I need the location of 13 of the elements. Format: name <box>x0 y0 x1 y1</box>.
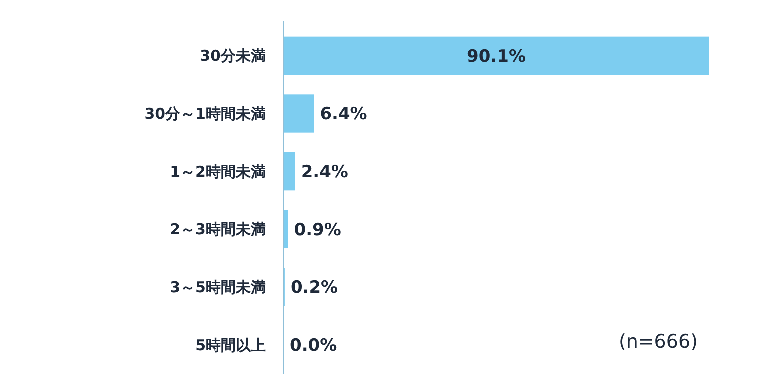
y-tick-label: 3～5時間未満 <box>170 278 266 296</box>
y-tick-label: 30分～1時間未満 <box>144 105 266 123</box>
data-label: 2.4% <box>301 162 348 183</box>
annotation: (n=666) <box>618 331 698 353</box>
data-label: 0.2% <box>290 278 338 298</box>
y-tick-label: 2～3時間未満 <box>170 220 266 239</box>
data-label: 90.1% <box>467 46 526 67</box>
y-tick-label: 1～2時間未満 <box>170 162 266 181</box>
data-label: 0.9% <box>294 220 342 240</box>
y-tick-label: 5時間以上 <box>196 336 266 354</box>
y-tick-label: 30分未満 <box>200 47 266 66</box>
data-label: 0.0% <box>290 336 338 356</box>
data-label: 6.4% <box>320 104 368 125</box>
